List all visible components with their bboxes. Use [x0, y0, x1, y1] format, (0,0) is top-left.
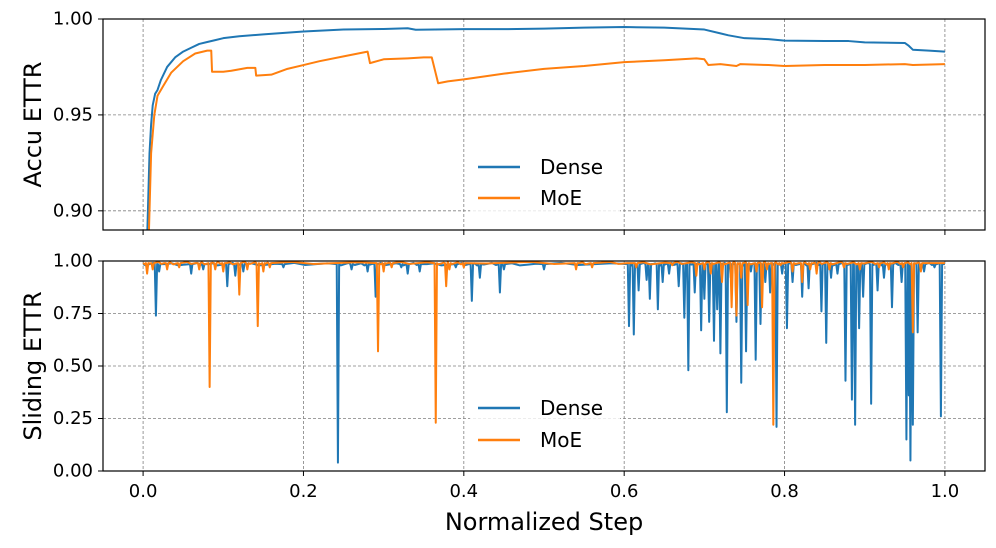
accu-ettr-x-ticks [142, 230, 946, 235]
sliding-x-tick-label: 1.0 [931, 481, 960, 502]
accu-y-tick-label: 1.00 [53, 9, 93, 30]
x-axis-title: Normalized Step [445, 508, 643, 536]
legend-label-moe: MoE [540, 186, 582, 210]
sliding-ettr-legend-box [470, 388, 620, 460]
sliding-series-moe [142, 261, 945, 426]
sliding-ettr-x-ticks: 0.0 0.2 0.4 0.6 0.8 1.0 [129, 471, 959, 502]
sliding-y-tick-label: 1.00 [53, 251, 93, 272]
legend-label-dense: Dense [540, 155, 603, 179]
sliding-ettr-panel: 0.000.250.500.751.00 0.0 0.2 0.4 0.6 0.8 1.0 … [19, 251, 986, 536]
sliding-series-dense [142, 261, 945, 464]
accu-ettr-plot-frame [102, 18, 986, 231]
sliding-ettr-y-axis-title: Sliding ETTR [19, 291, 47, 440]
sliding-y-tick-label: 0.50 [53, 356, 93, 377]
sliding-x-tick-label: 0.2 [289, 481, 318, 502]
sliding-x-tick-label: 0.6 [610, 481, 639, 502]
sliding-x-tick-label: 0.4 [449, 481, 478, 502]
accu-ettr-legend: Dense MoE [470, 147, 620, 219]
legend-label-dense: Dense [540, 396, 603, 420]
accu-ettr-y-ticks: 0.90 0.95 1.00 [53, 9, 103, 221]
sliding-y-tick-label: 0.00 [53, 461, 93, 482]
accu-series-dense [146, 26, 945, 230]
sliding-ettr-legend: Dense MoE [470, 388, 620, 460]
sliding-y-tick-label: 0.25 [53, 408, 93, 429]
legend-label-moe: MoE [540, 428, 582, 452]
accu-y-tick-label: 0.90 [53, 200, 93, 221]
accu-series-moe [147, 49, 945, 230]
sliding-ettr-series [142, 261, 945, 464]
sliding-x-tick-label: 0.0 [129, 481, 158, 502]
accu-ettr-panel: 0.90 0.95 1.00 Accu ETTR Dense MoE [19, 9, 986, 235]
sliding-y-tick-label: 0.75 [53, 303, 93, 324]
accu-y-tick-label: 0.95 [53, 104, 93, 125]
accu-ettr-series [146, 26, 945, 230]
sliding-x-tick-label: 0.8 [770, 481, 799, 502]
accu-ettr-y-axis-title: Accu ETTR [19, 62, 47, 188]
sliding-ettr-y-ticks: 0.00 0.25 0.50 0.75 1.00 [53, 251, 103, 482]
accu-ettr-legend-box [470, 147, 620, 219]
